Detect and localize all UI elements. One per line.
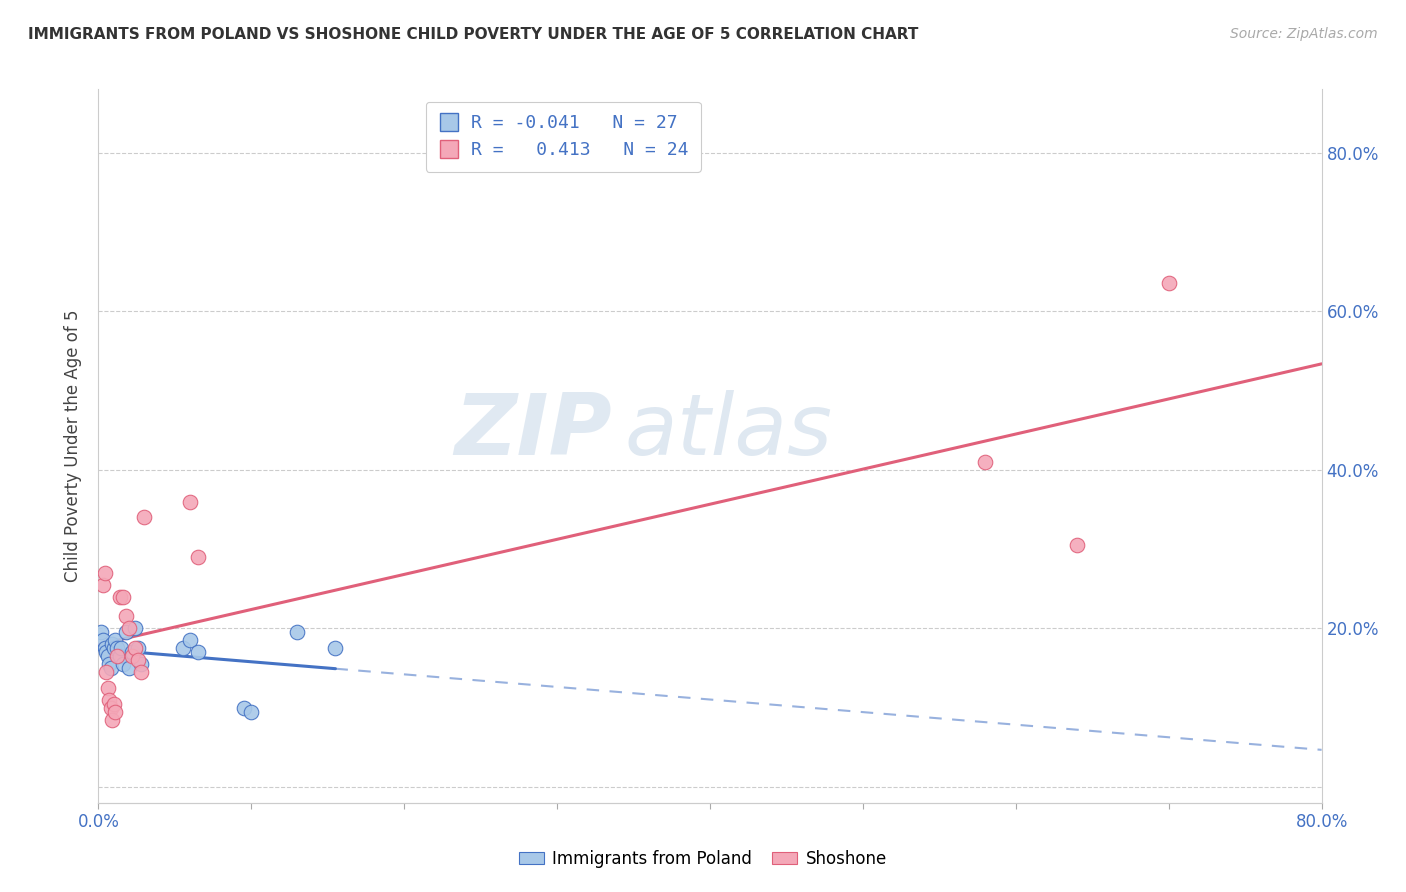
Point xyxy=(97,681,120,695)
Point xyxy=(127,641,149,656)
Point xyxy=(105,641,128,656)
Point xyxy=(104,705,127,719)
Point xyxy=(105,649,128,664)
Text: atlas: atlas xyxy=(624,390,832,474)
Point xyxy=(111,657,134,671)
Point xyxy=(118,621,141,635)
Point xyxy=(115,609,138,624)
Point xyxy=(108,590,131,604)
Legend: Immigrants from Poland, Shoshone: Immigrants from Poland, Shoshone xyxy=(512,844,894,875)
Point xyxy=(94,665,117,679)
Point xyxy=(129,665,152,679)
Point xyxy=(124,641,146,656)
Point xyxy=(93,641,115,656)
Point xyxy=(91,633,114,648)
Point xyxy=(974,455,997,469)
Point xyxy=(110,641,132,656)
Point xyxy=(179,633,201,648)
Point xyxy=(101,713,124,727)
Point xyxy=(103,641,125,656)
Point xyxy=(97,649,120,664)
Point xyxy=(232,700,254,714)
Point xyxy=(1157,277,1180,291)
Point xyxy=(1066,538,1088,552)
Point xyxy=(127,653,149,667)
Point xyxy=(90,625,112,640)
Point xyxy=(325,641,347,656)
Point xyxy=(187,645,209,659)
Point xyxy=(94,645,117,659)
Point xyxy=(111,590,134,604)
Point xyxy=(118,661,141,675)
Point xyxy=(121,649,143,664)
Point xyxy=(98,657,121,671)
Point xyxy=(98,692,121,706)
Point xyxy=(115,625,138,640)
Point xyxy=(129,657,152,671)
Point xyxy=(134,510,156,524)
Point xyxy=(187,549,209,564)
Point xyxy=(108,649,131,664)
Point xyxy=(179,494,201,508)
Text: Source: ZipAtlas.com: Source: ZipAtlas.com xyxy=(1230,27,1378,41)
Point xyxy=(124,621,146,635)
Point xyxy=(91,578,114,592)
Y-axis label: Child Poverty Under the Age of 5: Child Poverty Under the Age of 5 xyxy=(65,310,83,582)
Point xyxy=(240,705,263,719)
Point xyxy=(101,637,124,651)
Point xyxy=(104,633,127,648)
Point xyxy=(121,645,143,659)
Text: ZIP: ZIP xyxy=(454,390,612,474)
Point xyxy=(93,566,115,580)
Point xyxy=(100,700,122,714)
Point xyxy=(285,625,308,640)
Text: IMMIGRANTS FROM POLAND VS SHOSHONE CHILD POVERTY UNDER THE AGE OF 5 CORRELATION : IMMIGRANTS FROM POLAND VS SHOSHONE CHILD… xyxy=(28,27,918,42)
Legend: R = -0.041   N = 27, R =   0.413   N = 24: R = -0.041 N = 27, R = 0.413 N = 24 xyxy=(426,102,700,172)
Point xyxy=(103,697,125,711)
Point xyxy=(172,641,194,656)
Point xyxy=(100,661,122,675)
